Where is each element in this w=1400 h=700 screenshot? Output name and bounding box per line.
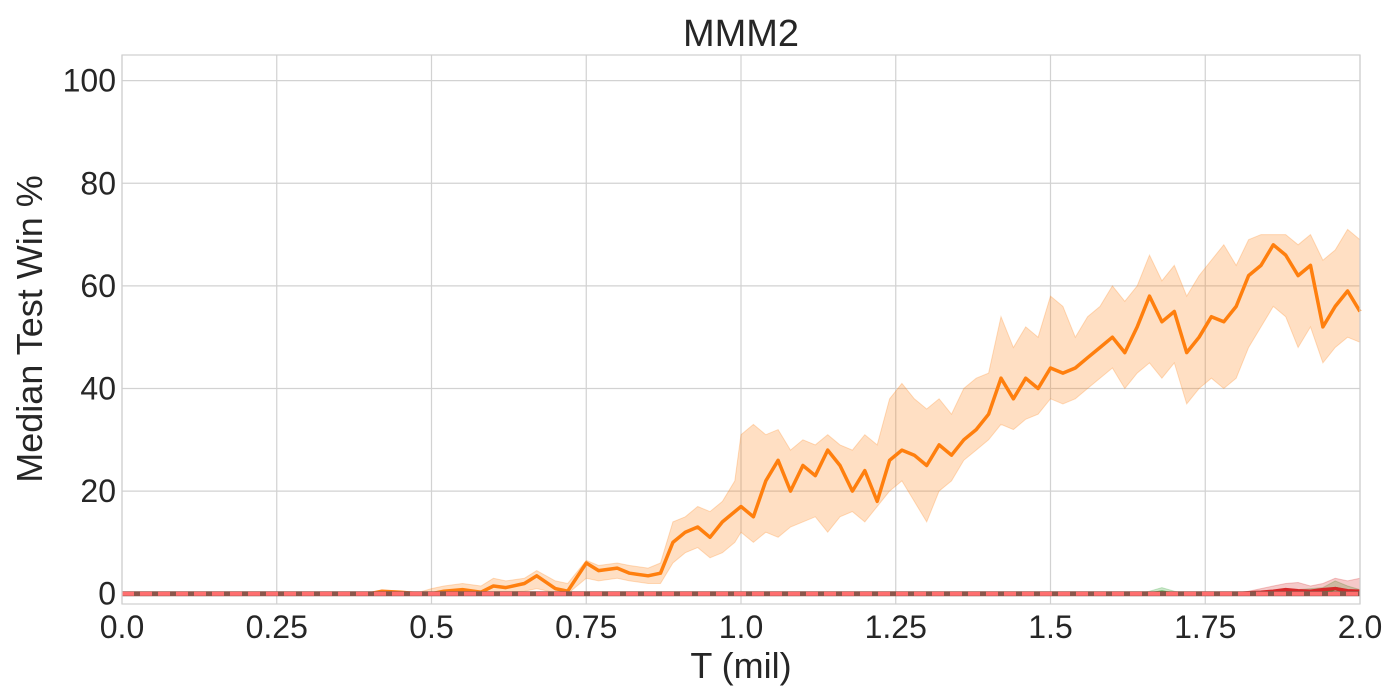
y-tick-label: 20 xyxy=(80,473,116,509)
x-tick-label: 1.25 xyxy=(865,609,927,645)
y-tick-label: 80 xyxy=(80,165,116,201)
x-tick-label: 0.0 xyxy=(100,609,144,645)
y-tick-label: 40 xyxy=(80,371,116,407)
y-axis-title: Median Test Win % xyxy=(9,175,50,482)
series-lines xyxy=(122,243,1362,597)
plot-frame xyxy=(121,54,1361,605)
chart-title: MMM2 xyxy=(683,13,799,55)
y-tick-label: 0 xyxy=(98,576,116,612)
y-tick-label: 100 xyxy=(63,63,116,99)
x-axis-title: T (mil) xyxy=(690,645,791,686)
x-tick-label: 0.5 xyxy=(409,609,453,645)
x-tick-label: 1.75 xyxy=(1174,609,1236,645)
y-tick-labels: 0 20 40 60 80 100 xyxy=(63,63,116,612)
series-line-0 xyxy=(122,243,1362,596)
x-tick-label: 0.25 xyxy=(246,609,308,645)
y-tick-label: 60 xyxy=(80,268,116,304)
x-tick-label: 2.0 xyxy=(1338,609,1382,645)
x-tick-label: 1.0 xyxy=(719,609,763,645)
x-tick-label: 1.5 xyxy=(1028,609,1072,645)
x-tick-labels: 0.0 0.25 0.5 0.75 1.0 1.25 1.5 1.75 2.0 xyxy=(100,609,1382,645)
x-tick-label: 0.75 xyxy=(555,609,617,645)
